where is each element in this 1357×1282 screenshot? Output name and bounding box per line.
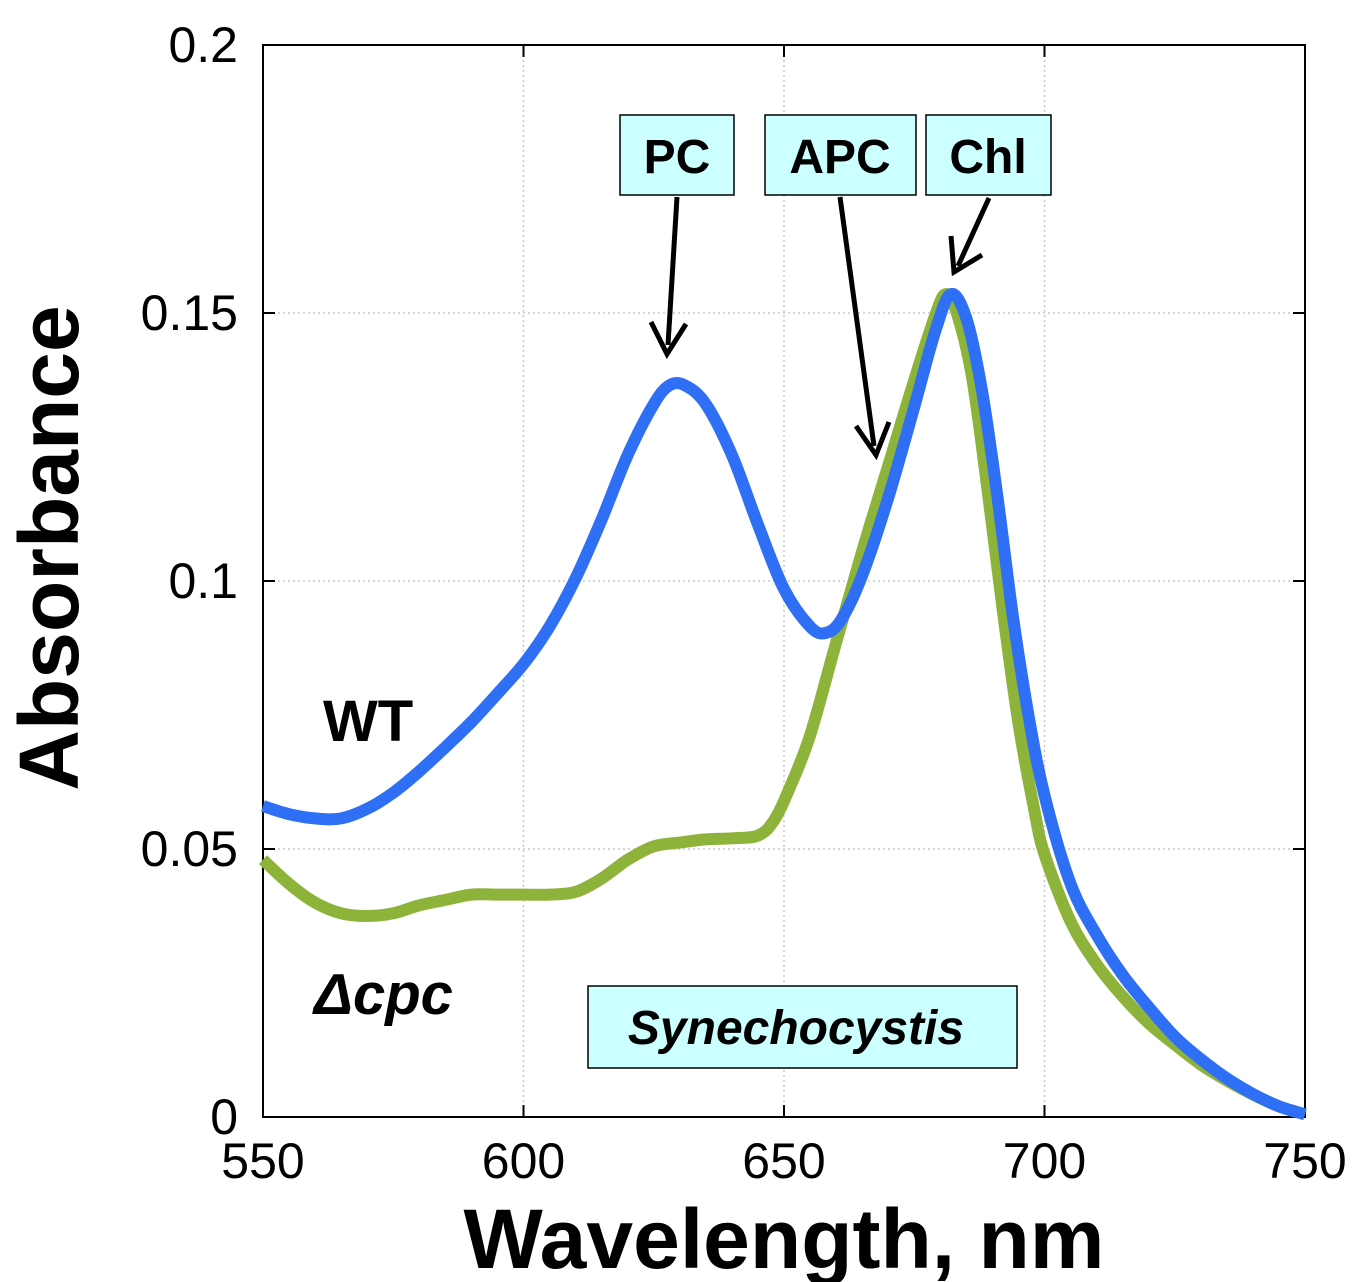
y-tick-label: 0.2 — [168, 17, 238, 73]
y-tick-label: 0.05 — [141, 821, 238, 877]
pc-arrow-head — [648, 320, 689, 360]
apc-box-label: APC — [789, 131, 890, 184]
x-tick-label: 550 — [221, 1133, 304, 1189]
chl-box-label: Chl — [949, 131, 1026, 184]
y-tick-label: 0.1 — [168, 553, 238, 609]
pc-annotation: PC — [619, 114, 735, 360]
apc-arrow-head — [853, 421, 892, 461]
apc-annotation: APC — [764, 114, 917, 461]
pc-arrow-shaft — [665, 196, 680, 346]
y-tick-labels: 0 0.05 0.1 0.15 0.2 — [141, 17, 238, 1145]
organism-box-label: Synechocystis — [628, 1002, 964, 1055]
x-tick-label: 600 — [482, 1133, 565, 1189]
chl-annotation: Chl — [925, 114, 1052, 277]
x-tick-label: 700 — [1003, 1133, 1086, 1189]
chl-arrow-head — [948, 235, 984, 277]
dcpc-series-label: Δcpc — [312, 962, 453, 1027]
x-tick-label: 650 — [742, 1133, 825, 1189]
chl-arrow-shaft — [955, 196, 992, 268]
x-tick-labels: 550 600 650 700 750 — [221, 1133, 1346, 1189]
y-tick-label: 0 — [210, 1089, 238, 1145]
pc-box-bg — [619, 114, 735, 196]
apc-box-bg — [764, 114, 917, 196]
series-layer — [258, 287, 1307, 1121]
pc-box-label: PC — [644, 131, 711, 184]
organism-box: Synechocystis — [587, 985, 1018, 1069]
wt-series-line — [261, 287, 1307, 1121]
x-tick-label: 750 — [1263, 1133, 1346, 1189]
x-axis-title: Wavelength, nm — [464, 1192, 1105, 1282]
wt-series-label: WT — [323, 689, 413, 754]
organism-box-bg — [587, 985, 1018, 1069]
apc-arrow-shaft — [837, 196, 877, 447]
axis-ticks — [262, 44, 1306, 1118]
y-tick-label: 0.15 — [141, 285, 238, 341]
chl-box-bg — [925, 114, 1052, 196]
y-axis-title: Absorbance — [2, 305, 96, 790]
